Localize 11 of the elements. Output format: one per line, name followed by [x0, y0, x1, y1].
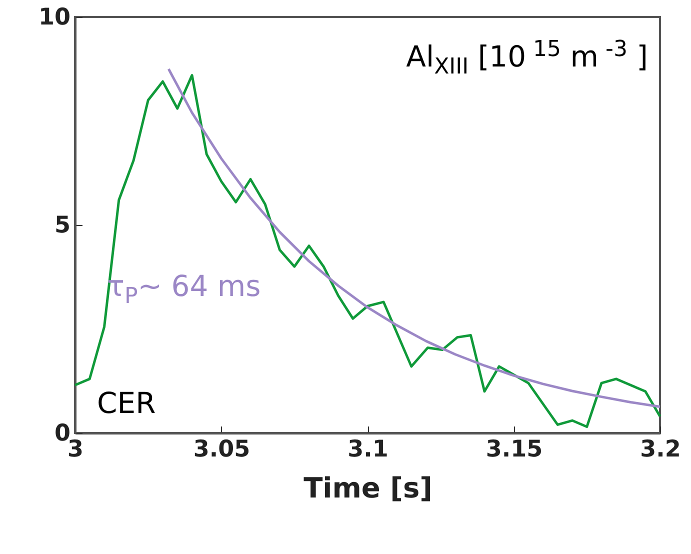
annotation: Al$_{XIII}$ [10 $^{15}$ m $^{-3}$ ]: [406, 37, 648, 80]
x-tick-label: 3.05: [193, 436, 250, 462]
x-tick-label: 3.2: [640, 436, 681, 462]
line-series: [74, 74, 662, 428]
y-tick-label: 10: [38, 4, 70, 30]
y-tick-label: 0: [54, 420, 70, 446]
x-tick-label: 3.15: [486, 436, 543, 462]
x-tick-label: 3.1: [348, 436, 388, 462]
x-axis-title: Time [s]: [304, 472, 432, 504]
y-tick-label: 5: [54, 212, 70, 238]
annotation: CER: [97, 386, 156, 420]
